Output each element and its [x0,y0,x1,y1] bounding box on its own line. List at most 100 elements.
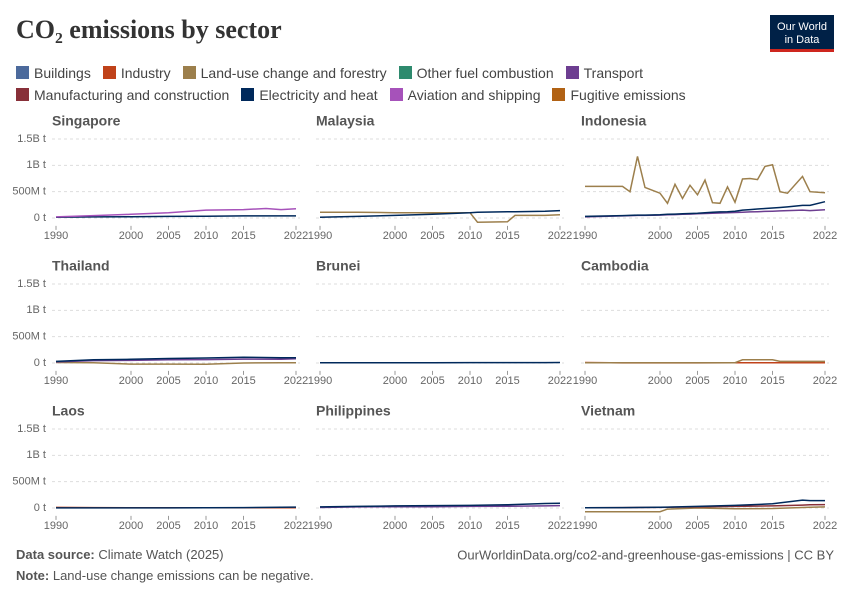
y-tick-label: 1.5B t [17,133,46,145]
legend-label: Land-use change and forestry [200,64,387,81]
legend-swatch [565,66,579,79]
x-tick-label: 2000 [119,375,143,387]
legend-swatch [398,66,412,79]
x-tick-label: 2022 [548,230,572,242]
url: OurWorldinData.org/co2-and-greenhouse-ga… [457,547,834,562]
y-tick-label: 500M t [12,476,46,488]
legend-label: Aviation and shipping [407,86,541,103]
x-tick-label: 2010 [458,520,482,532]
legend-item: Fugitive emissions [552,86,686,103]
x-tick-label: 1990 [44,375,68,387]
x-tick-label: 2000 [648,520,672,532]
legend-item: Transport [565,64,644,81]
x-tick-label: 2000 [383,520,407,532]
x-tick-label: 2015 [495,230,519,242]
panel-title: Cambodia [581,258,649,274]
y-tick-label: 1.5B t [17,423,46,435]
y-tick-label: 500M t [12,186,46,198]
x-tick-label: 2015 [231,230,255,242]
legend-swatch [182,66,196,79]
x-tick-label: 2022 [813,375,837,387]
legend-swatch [389,88,403,101]
x-tick-label: 2000 [119,520,143,532]
panel-title: Indonesia [581,113,647,129]
legend-item: Manufacturing and construction [16,86,229,103]
x-tick-label: 2015 [760,520,784,532]
y-tick-label: 1B t [26,449,46,461]
legend-label: Transport [583,64,644,81]
logo [770,15,834,52]
x-tick-label: 2015 [231,375,255,387]
panel-title: Brunei [316,258,360,274]
series-line: Land-use change and forestry [585,359,825,364]
x-tick-label: 2000 [383,375,407,387]
legend-label: Manufacturing and construction [34,86,230,103]
x-tick-label: 2015 [231,520,255,532]
x-tick-label: 2010 [723,375,747,387]
legend-item: Land-use change and forestry [182,64,387,81]
legend-swatch [16,66,29,79]
y-tick-label: 500M t [12,331,46,343]
series-line: Electricity and heat [319,502,561,508]
series-line: Transport [55,358,297,363]
x-tick-label: 2010 [458,375,482,387]
panel-title: Laos [52,403,85,419]
x-tick-label: 1990 [44,520,68,532]
panel-title: Singapore [52,113,121,129]
legend-swatch [102,66,116,79]
y-tick-label: 1.5B t [17,278,46,290]
series-line: Land-use change and forestry [320,211,561,223]
x-tick-label: 1990 [573,375,597,387]
source-text: Climate Watch (2025) [98,547,223,562]
x-tick-label: 2022 [284,230,308,242]
x-tick-label: 2022 [813,520,837,532]
x-tick-label: 2000 [383,230,407,242]
note-label: Note: [16,568,49,583]
legend-item: Industry [102,64,171,81]
x-tick-label: 2010 [194,375,218,387]
series-line: Aviation and shipping [55,207,297,218]
x-tick-label: 2015 [760,375,784,387]
x-tick-label: 1990 [573,520,597,532]
y-tick-label: 0 t [34,212,46,224]
panel-title: Vietnam [581,403,635,419]
legend-label: Fugitive emissions [570,86,686,103]
x-tick-label: 2005 [420,520,444,532]
x-tick-label: 2010 [194,520,218,532]
x-tick-label: 2022 [813,230,837,242]
x-tick-label: 2010 [458,230,482,242]
chart-title: CO₂ emissions by sector [16,15,282,44]
panel-title: Thailand [52,258,110,274]
series-line: Electricity and heat [584,200,826,218]
series-line: Electricity and heat [584,499,825,509]
legend-label: Electricity and heat [259,86,378,103]
legend-item: Buildings [16,64,91,81]
legend-label: Industry [120,64,171,81]
x-tick-label: 2005 [156,230,180,242]
x-tick-label: 2010 [723,520,747,532]
x-tick-label: 1990 [44,230,68,242]
panel-title: Malaysia [316,113,375,129]
x-tick-label: 2005 [156,375,180,387]
logo-bar [770,49,834,52]
x-tick-label: 1990 [308,375,332,387]
source-label: Data source: [16,547,95,562]
note-text: Land-use change emissions can be negativ… [53,568,314,583]
x-tick-label: 2000 [648,230,672,242]
x-tick-label: 2022 [284,375,308,387]
series-line: Electricity and heat [319,209,561,218]
panel-title: Philippines [316,403,391,419]
y-tick-label: 0 t [34,357,46,369]
x-tick-label: 2015 [760,230,784,242]
legend-item: Electricity and heat [241,86,378,103]
legend: Buildings Industry Land-use change and for… [16,64,736,103]
x-tick-label: 2022 [548,375,572,387]
series-line: Land-use change and forestry [55,361,296,366]
series-line: Electricity and heat [55,356,296,363]
source: Data source: Climate Watch (2025) [16,547,224,562]
x-tick-label: 2015 [495,520,519,532]
series-line: Electricity and heat [55,215,296,218]
x-tick-label: 2010 [723,230,747,242]
note: Note: Land-use change emissions can be n… [16,568,314,583]
